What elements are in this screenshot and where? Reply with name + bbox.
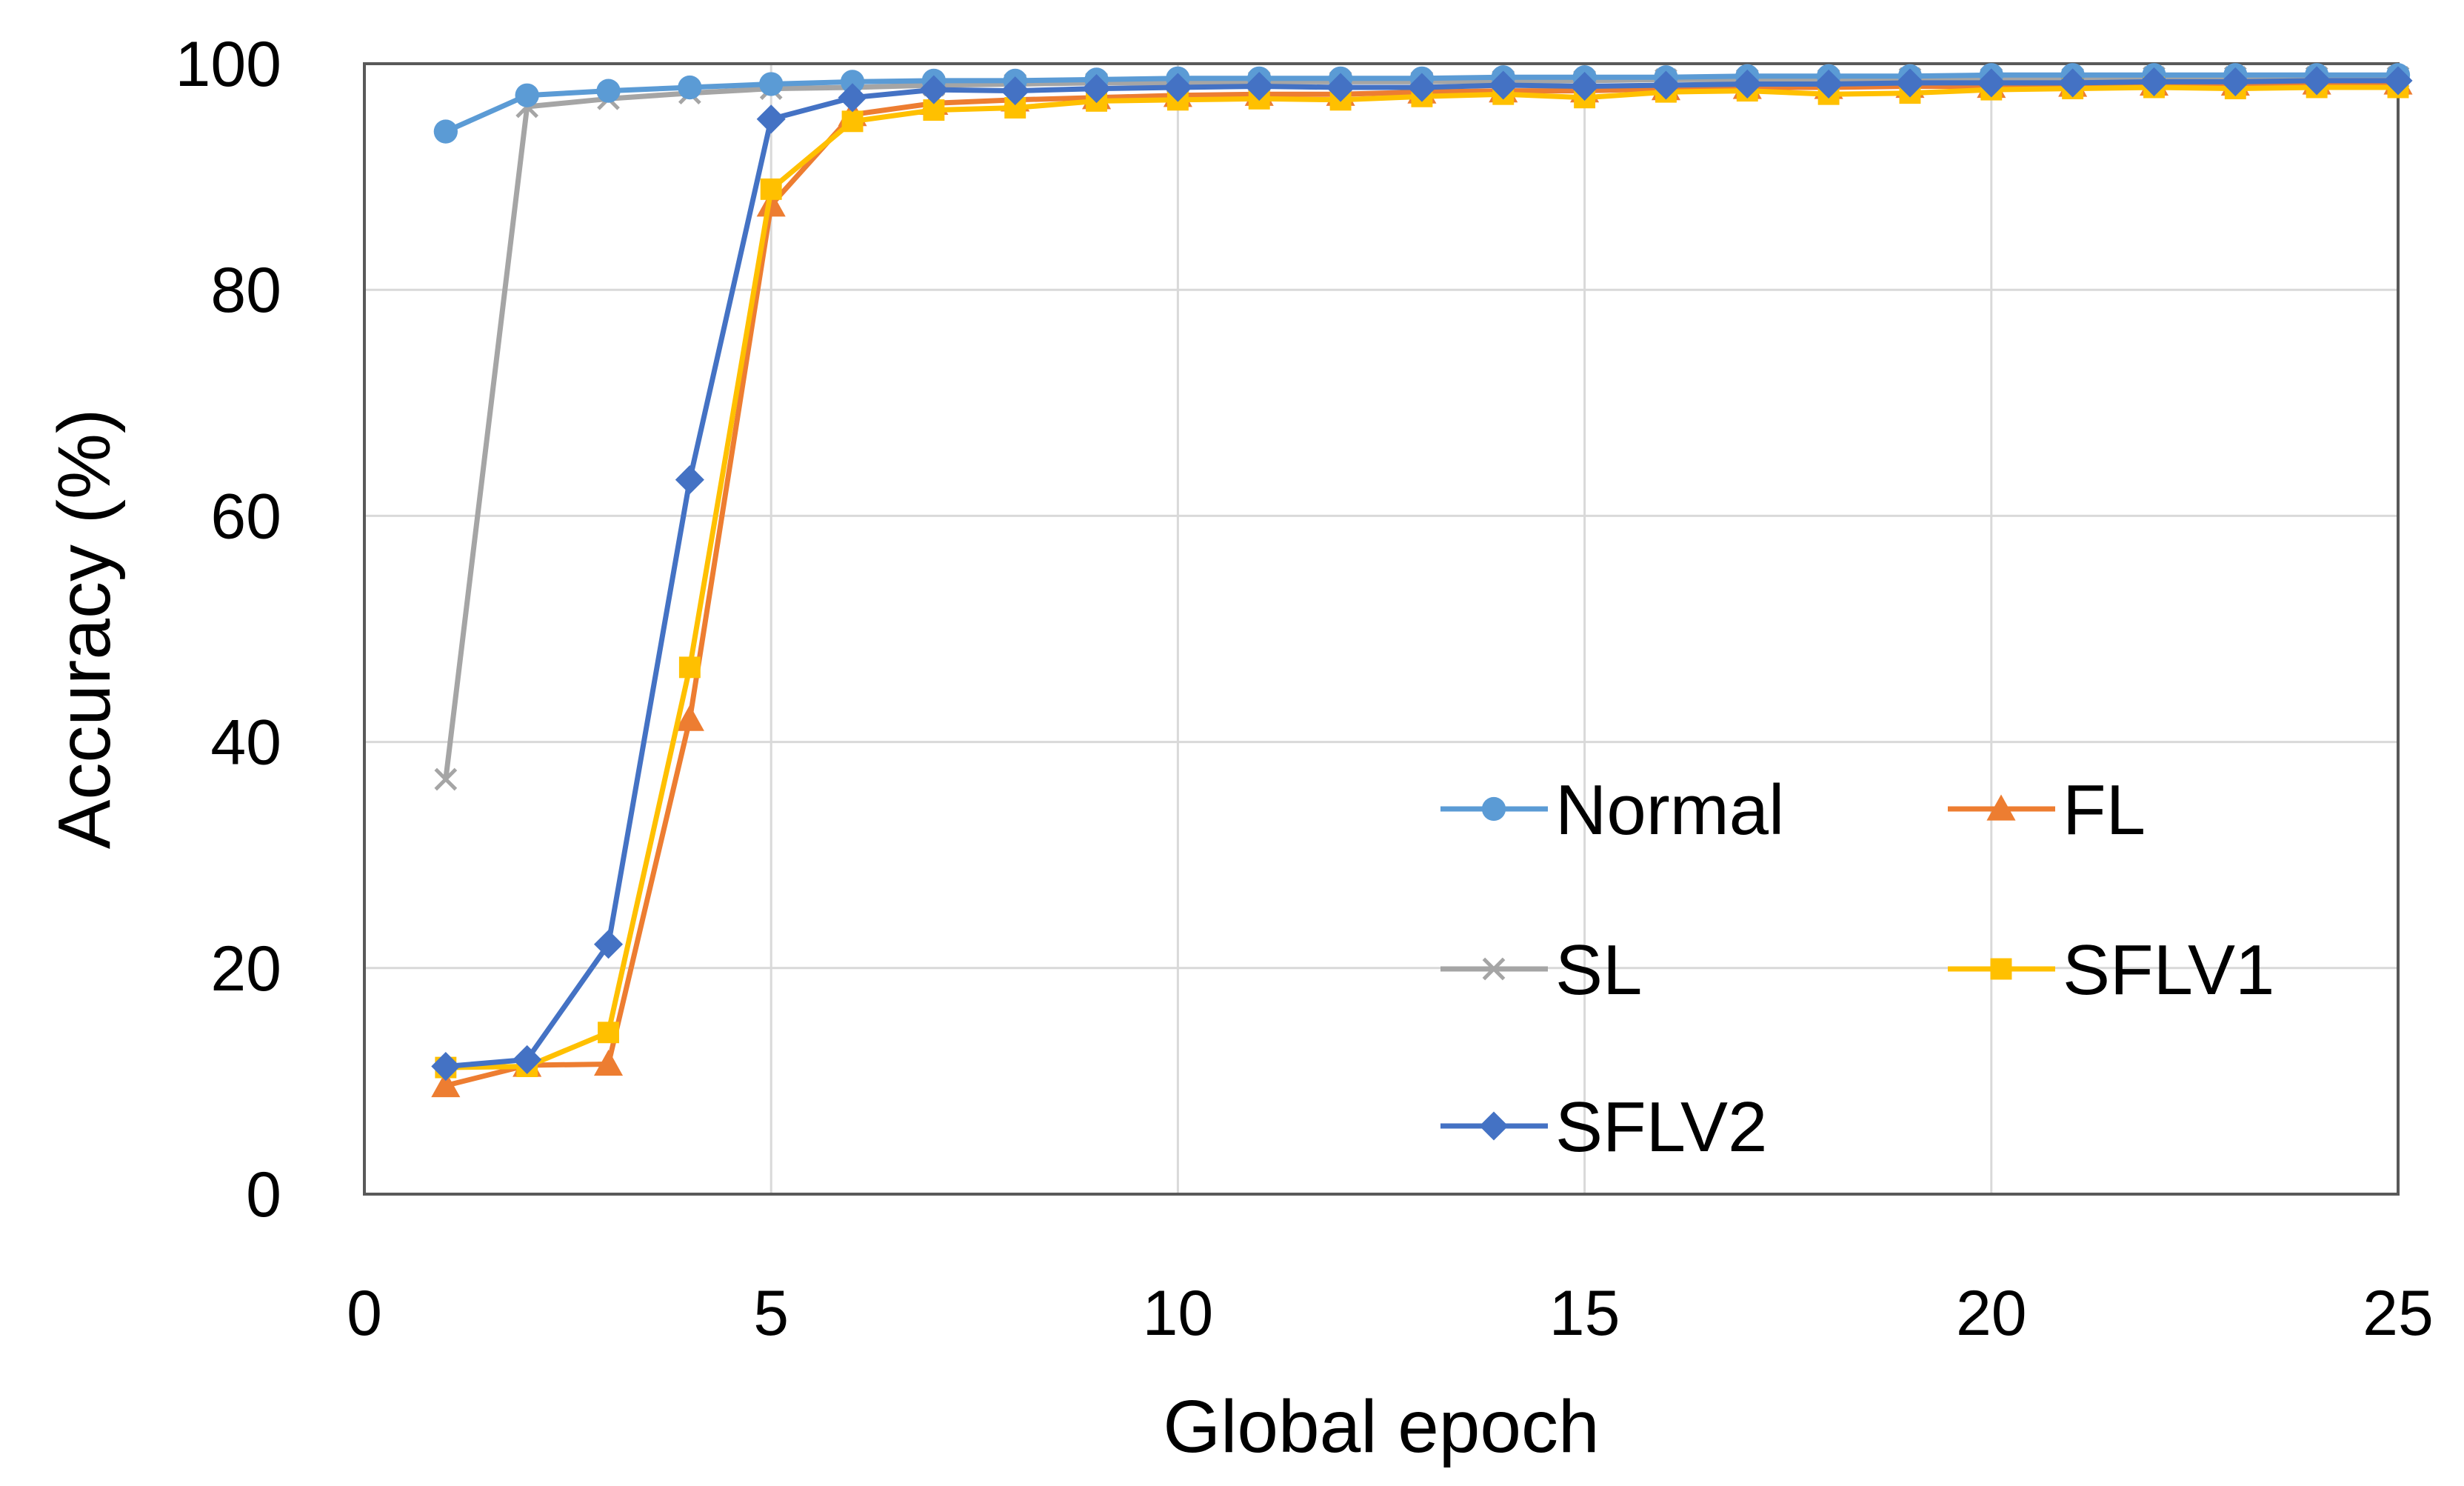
data-point-sflv2 [675,465,704,495]
legend-label-fl: FL [2063,770,2146,850]
legend-label-sflv2: SFLV2 [1555,1087,1767,1167]
legend-item-sflv2: SFLV2 [1440,1087,1767,1167]
gridlines [364,64,2398,1194]
data-point-sflv2 [1244,71,1274,101]
data-point-fl [593,1049,624,1076]
data-point-fl [675,704,704,731]
data-point-sflv1 [678,656,701,679]
data-point-sflv2 [593,930,624,959]
y-axis-tick-labels: 0 20 40 60 80 100 [176,29,282,1230]
data-point-sflv1 [760,178,782,200]
x-axis-tick-labels: 0 5 10 15 20 25 [347,1278,2434,1349]
y-tick-label: 20 [210,933,281,1004]
legend-label-normal: Normal [1555,770,1784,850]
x-tick-label: 10 [1143,1278,1214,1349]
x-tick-label: 5 [753,1278,789,1349]
legend-marker-fl [1986,794,2016,821]
data-point-sflv2 [1895,68,1925,98]
legend-marker-sl [1482,957,1506,981]
data-point-sflv2 [1407,73,1437,102]
y-axis-title: Accuracy (%) [43,409,126,850]
data-point-sflv2 [431,1052,461,1082]
legend-item-normal: Normal [1440,770,1784,850]
legend-item-sl: SL [1440,930,1642,1010]
data-point-sflv2 [1163,73,1192,102]
data-point-sflv2 [756,104,786,134]
data-point-sflv2 [2302,66,2331,96]
legend-item-fl: FL [1948,770,2146,850]
data-point-sflv2 [1814,69,1843,99]
data-point-sflv2 [919,75,949,104]
legend-marker-sflv2 [1479,1111,1509,1141]
data-point-sl [434,767,458,791]
legend-label-sflv1: SFLV1 [2063,930,2274,1010]
legend: Normal FL SL SFLV1 SFLV2 [1440,770,2274,1167]
x-tick-label: 15 [1549,1278,1620,1349]
x-tick-label: 0 [347,1278,382,1349]
data-point-sflv2 [1489,70,1518,100]
data-point-sflv2 [2220,67,2250,96]
y-tick-label: 60 [210,481,281,552]
data-point-sflv2 [2139,67,2169,96]
y-tick-label: 100 [176,29,282,100]
x-tick-label: 20 [1956,1278,2027,1349]
data-point-sflv2 [1977,68,2006,98]
data-point-sflv2 [1570,71,1600,101]
data-point-sflv2 [2058,68,2088,98]
plot-area-border [363,62,2400,1196]
data-point-fl [431,1070,461,1098]
x-tick-label: 25 [2363,1278,2434,1349]
y-tick-label: 80 [210,255,281,326]
series-group [431,63,2413,1098]
data-point-sflv1 [598,1022,619,1044]
data-point-sflv2 [2383,66,2413,96]
data-point-normal [759,72,784,96]
x-axis-title: Global epoch [1163,1385,1599,1468]
data-point-normal [678,75,702,100]
y-tick-label: 40 [210,707,281,779]
data-point-normal [840,70,865,94]
legend-marker-normal [1481,796,1506,822]
data-point-normal [596,79,621,103]
data-point-sflv2 [513,1044,542,1074]
legend-label-sl: SL [1555,930,1642,1010]
data-point-normal [433,119,458,144]
data-point-sflv1 [841,110,864,133]
data-point-sflv2 [1001,76,1030,106]
series-sflv2 [431,66,2413,1082]
legend-marker-sflv1 [1990,958,2012,980]
data-point-sflv2 [838,83,867,113]
data-point-sflv2 [1082,74,1112,104]
legend-item-sflv1: SFLV1 [1948,930,2274,1010]
data-point-sflv2 [1651,70,1680,100]
data-point-sflv2 [1326,73,1355,102]
y-tick-label: 0 [246,1159,281,1230]
data-point-normal [515,83,539,107]
data-point-sflv2 [1732,69,1762,99]
